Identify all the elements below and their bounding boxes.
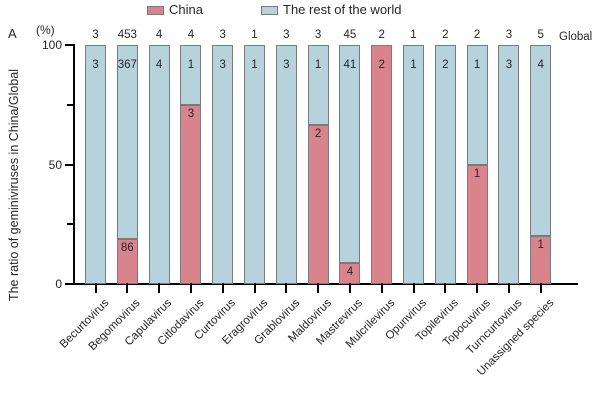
y-tick bbox=[65, 283, 73, 285]
bar-total-label: 3 bbox=[219, 29, 226, 41]
x-tick bbox=[285, 283, 288, 293]
x-tick bbox=[507, 283, 510, 293]
bar-rest-value-label: 41 bbox=[343, 59, 357, 71]
x-tick bbox=[158, 283, 161, 293]
y-axis-line bbox=[73, 44, 75, 285]
x-tick bbox=[94, 283, 97, 293]
bar-china-value-label: 3 bbox=[187, 107, 195, 120]
bar-china-value-label: 1 bbox=[473, 167, 481, 180]
bar-segment-rest-of-world bbox=[498, 45, 520, 284]
x-tick bbox=[126, 283, 129, 293]
global-column-label: Global bbox=[559, 31, 593, 43]
y-minor-tick bbox=[67, 103, 73, 106]
bar-rest-value-label: 4 bbox=[155, 59, 163, 71]
bar-segment-rest-of-world bbox=[275, 45, 297, 284]
panel-label: A bbox=[8, 26, 17, 41]
bar-segment-rest-of-world bbox=[212, 45, 234, 284]
y-tick bbox=[65, 163, 73, 166]
bar-total-label: 3 bbox=[314, 29, 322, 41]
legend-label-rest-of-world: The rest of the world bbox=[283, 2, 402, 17]
bar-total-label: 1 bbox=[410, 29, 417, 41]
bar-segment-china bbox=[307, 124, 329, 284]
bar-segment-china bbox=[466, 164, 488, 284]
y-tick bbox=[65, 44, 73, 46]
bar-rest-value-label: 1 bbox=[314, 59, 322, 71]
x-tick bbox=[380, 283, 383, 293]
y-axis-unit-label: (%) bbox=[36, 23, 55, 37]
bar-rest-value-label: 3 bbox=[505, 59, 513, 71]
bar-total-label: 4 bbox=[187, 29, 195, 41]
bar-segment-rest-of-world bbox=[530, 45, 552, 237]
bar-rest-value-label: 1 bbox=[473, 59, 481, 71]
x-tick bbox=[412, 283, 415, 293]
x-tick bbox=[189, 283, 192, 293]
bar-china-value-label: 2 bbox=[314, 127, 322, 140]
bar-segment-china bbox=[371, 45, 393, 284]
bar-total-label: 45 bbox=[343, 29, 357, 41]
x-tick bbox=[317, 283, 320, 293]
bar-rest-value-label: 3 bbox=[92, 59, 99, 71]
bar-total-label: 3 bbox=[283, 29, 290, 41]
x-tick bbox=[253, 283, 256, 293]
x-tick bbox=[221, 283, 224, 293]
bar-segment-rest-of-world bbox=[116, 45, 138, 239]
bar-segment-rest-of-world bbox=[339, 45, 361, 263]
bar-china-value-label: 1 bbox=[537, 239, 544, 252]
x-axis-line bbox=[73, 283, 578, 285]
bar-rest-value-label: 3 bbox=[283, 59, 290, 71]
x-tick bbox=[348, 283, 351, 293]
y-minor-tick bbox=[67, 223, 73, 226]
y-tick-label: 0 bbox=[55, 277, 62, 291]
x-tick bbox=[444, 283, 447, 293]
bar-china-value-label: 2 bbox=[378, 59, 385, 71]
bar-total-label: 2 bbox=[442, 29, 449, 41]
bar-segment-rest-of-world bbox=[466, 45, 488, 165]
bar-total-label: 2 bbox=[473, 29, 481, 41]
bar-rest-value-label: 1 bbox=[251, 59, 258, 71]
legend-swatch-china bbox=[147, 6, 164, 15]
bar-rest-value-label: 1 bbox=[187, 59, 195, 71]
bar-segment-rest-of-world bbox=[403, 45, 424, 284]
bar-total-label: 3 bbox=[505, 29, 513, 41]
bar-segment-rest-of-world bbox=[180, 45, 202, 105]
bar-segment-rest-of-world bbox=[148, 45, 170, 284]
bar-total-label: 1 bbox=[251, 29, 258, 41]
bar-total-label: 3 bbox=[92, 29, 99, 41]
bar-segment-rest-of-world bbox=[244, 45, 265, 284]
bar-total-label: 5 bbox=[537, 29, 544, 41]
x-tick bbox=[539, 283, 542, 293]
legend-label-china: China bbox=[169, 2, 203, 17]
x-tick bbox=[476, 283, 479, 293]
legend-swatch-rest-of-world bbox=[261, 6, 278, 15]
bar-rest-value-label: 367 bbox=[117, 59, 137, 71]
bar-total-label: 4 bbox=[155, 29, 163, 41]
y-axis-title: The ratio of geminiviruses in China/Glob… bbox=[7, 68, 21, 302]
bar-total-label: 2 bbox=[378, 29, 385, 41]
bar-rest-value-label: 3 bbox=[219, 59, 226, 71]
bar-china-value-label: 4 bbox=[346, 265, 354, 278]
bar-total-label: 453 bbox=[117, 29, 137, 41]
bar-segment-rest-of-world bbox=[434, 45, 456, 284]
bar-segment-rest-of-world bbox=[307, 45, 329, 125]
bar-rest-value-label: 1 bbox=[410, 59, 417, 71]
y-tick-label: 50 bbox=[48, 157, 62, 172]
bar-china-value-label: 86 bbox=[120, 241, 134, 254]
y-tick-label: 100 bbox=[41, 38, 62, 52]
bar-rest-value-label: 4 bbox=[537, 59, 544, 71]
bar-rest-value-label: 2 bbox=[442, 59, 449, 71]
bar-segment-rest-of-world bbox=[85, 45, 106, 284]
bar-segment-china bbox=[180, 104, 202, 284]
